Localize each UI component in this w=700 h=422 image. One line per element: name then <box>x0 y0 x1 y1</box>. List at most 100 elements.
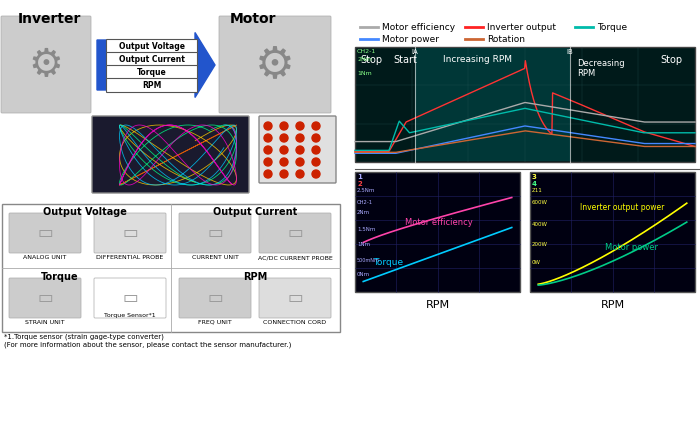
FancyBboxPatch shape <box>1 16 91 113</box>
Text: Stop: Stop <box>660 55 682 65</box>
FancyBboxPatch shape <box>530 172 695 292</box>
Circle shape <box>280 158 288 166</box>
Text: 1Nm: 1Nm <box>357 242 370 247</box>
Text: 0W: 0W <box>532 260 541 265</box>
Text: 600W: 600W <box>532 200 548 205</box>
Text: ▭: ▭ <box>287 289 303 307</box>
FancyBboxPatch shape <box>106 52 197 67</box>
Text: CH2-1: CH2-1 <box>357 200 373 205</box>
Text: Motor: Motor <box>230 12 276 26</box>
FancyBboxPatch shape <box>106 40 197 54</box>
Circle shape <box>296 122 304 130</box>
Text: RPM: RPM <box>426 300 449 310</box>
Text: 400W: 400W <box>532 222 548 227</box>
Text: IA: IA <box>412 49 419 55</box>
Text: Stop: Stop <box>360 55 382 65</box>
Text: ⚙: ⚙ <box>29 46 64 84</box>
Text: (For more information about the sensor, please contact the sensor manufacturer.): (For more information about the sensor, … <box>4 342 291 349</box>
Text: FREQ UNIT: FREQ UNIT <box>198 320 232 325</box>
Circle shape <box>296 146 304 154</box>
Text: 1: 1 <box>357 174 362 180</box>
Text: 0Nm: 0Nm <box>357 272 370 277</box>
Circle shape <box>264 134 272 142</box>
Text: Output Current: Output Current <box>119 55 185 64</box>
Text: 2Nm: 2Nm <box>357 57 372 62</box>
Text: Torque: Torque <box>597 22 627 32</box>
Text: 2.5Nm: 2.5Nm <box>357 188 375 193</box>
Circle shape <box>312 122 320 130</box>
Text: Output Current: Output Current <box>213 207 297 217</box>
Text: Inverter output power: Inverter output power <box>580 203 664 212</box>
Text: 2Nm: 2Nm <box>357 210 370 215</box>
Text: IB: IB <box>566 49 573 55</box>
Circle shape <box>280 146 288 154</box>
Text: Inverter: Inverter <box>18 12 81 26</box>
FancyBboxPatch shape <box>355 172 520 292</box>
Text: ANALOG UNIT: ANALOG UNIT <box>23 255 66 260</box>
FancyArrow shape <box>97 32 215 97</box>
Text: 200W: 200W <box>532 242 548 247</box>
Circle shape <box>264 122 272 130</box>
Text: Torque Sensor*1: Torque Sensor*1 <box>104 313 156 318</box>
Text: Output Voltage: Output Voltage <box>43 207 127 217</box>
Text: DIFFERENTIAL PROBE: DIFFERENTIAL PROBE <box>97 255 164 260</box>
Text: Torque: Torque <box>373 258 403 267</box>
Text: Torque: Torque <box>41 272 79 282</box>
FancyBboxPatch shape <box>2 204 340 332</box>
Text: STRAIN UNIT: STRAIN UNIT <box>25 320 65 325</box>
FancyBboxPatch shape <box>219 16 331 113</box>
Text: 500mNm: 500mNm <box>357 258 380 263</box>
Text: Increasing RPM: Increasing RPM <box>443 55 512 64</box>
Circle shape <box>280 122 288 130</box>
Text: Motor power: Motor power <box>605 243 658 252</box>
FancyBboxPatch shape <box>259 116 336 183</box>
Text: ▭: ▭ <box>37 224 53 242</box>
Text: CURRENT UNIT: CURRENT UNIT <box>192 255 239 260</box>
FancyBboxPatch shape <box>9 213 81 253</box>
FancyBboxPatch shape <box>259 278 331 318</box>
Circle shape <box>280 134 288 142</box>
Circle shape <box>312 146 320 154</box>
Circle shape <box>264 146 272 154</box>
Text: *1.Torque sensor (strain gage-type converter): *1.Torque sensor (strain gage-type conve… <box>4 334 164 341</box>
Text: RPM: RPM <box>243 272 267 282</box>
Text: Torque: Torque <box>137 68 167 77</box>
FancyBboxPatch shape <box>106 65 197 79</box>
Text: ▭: ▭ <box>287 224 303 242</box>
Text: Inverter output: Inverter output <box>487 22 556 32</box>
Text: AC/DC CURRENT PROBE: AC/DC CURRENT PROBE <box>258 255 332 260</box>
Circle shape <box>296 170 304 178</box>
Text: RPM: RPM <box>601 300 624 310</box>
FancyBboxPatch shape <box>9 278 81 318</box>
FancyBboxPatch shape <box>415 48 570 161</box>
Text: Decreasing
RPM: Decreasing RPM <box>577 59 624 78</box>
Text: ▭: ▭ <box>207 224 223 242</box>
Text: CONNECTION CORD: CONNECTION CORD <box>263 320 327 325</box>
Text: Motor efficiency: Motor efficiency <box>405 218 472 227</box>
Text: Z11: Z11 <box>532 188 542 193</box>
Circle shape <box>264 170 272 178</box>
Text: Output Voltage: Output Voltage <box>119 42 185 51</box>
Circle shape <box>296 134 304 142</box>
Circle shape <box>312 134 320 142</box>
Text: 1Nm: 1Nm <box>357 71 372 76</box>
Text: ▭: ▭ <box>37 289 53 307</box>
Circle shape <box>280 170 288 178</box>
FancyBboxPatch shape <box>94 213 166 253</box>
Text: 4: 4 <box>532 181 537 187</box>
Text: 3: 3 <box>532 174 537 180</box>
FancyBboxPatch shape <box>94 278 166 318</box>
Text: ⚙: ⚙ <box>255 43 295 87</box>
FancyBboxPatch shape <box>355 47 695 162</box>
FancyBboxPatch shape <box>259 213 331 253</box>
Text: 2: 2 <box>357 181 362 187</box>
FancyBboxPatch shape <box>106 78 197 92</box>
Circle shape <box>312 170 320 178</box>
Text: RPM: RPM <box>142 81 162 90</box>
FancyBboxPatch shape <box>92 116 249 193</box>
Text: ▭: ▭ <box>207 289 223 307</box>
Text: Rotation: Rotation <box>487 35 525 43</box>
Text: CH2-1: CH2-1 <box>357 49 377 54</box>
Circle shape <box>312 158 320 166</box>
Circle shape <box>264 158 272 166</box>
